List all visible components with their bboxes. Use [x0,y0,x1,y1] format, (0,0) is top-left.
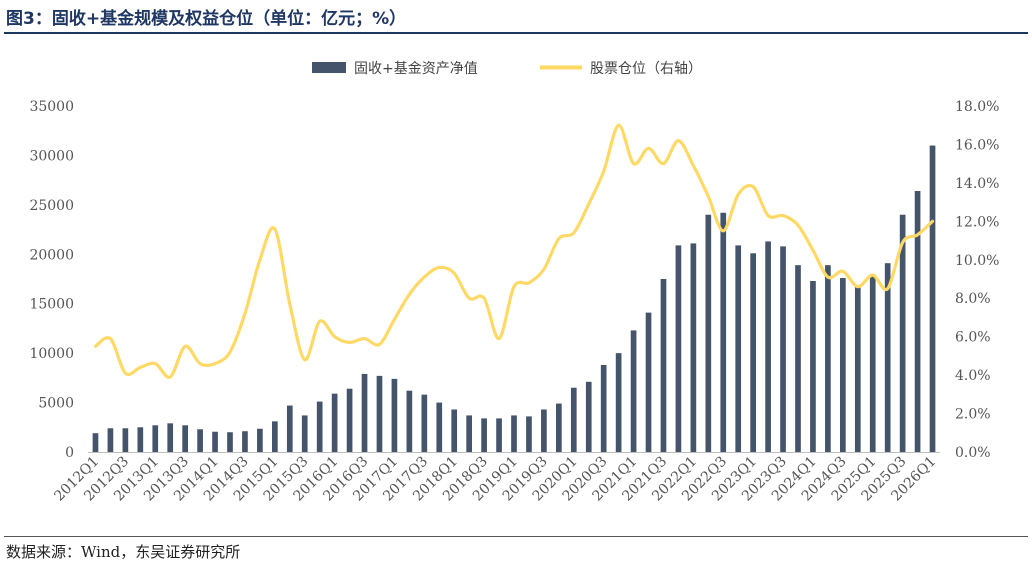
source-note: 数据来源：Wind，东吴证券研究所 [6,543,241,561]
bar [242,431,248,452]
legend-label-line: 股票仓位（右轴） [590,61,702,77]
bar [765,241,771,452]
bar [511,415,517,452]
bar [840,278,846,452]
bar [570,387,577,452]
bar [137,427,144,452]
y-right-tick-label: 8.0% [955,291,991,307]
bar [600,365,607,452]
bar [167,423,174,452]
line-series [93,123,935,379]
bar [272,421,278,452]
y-right-tick-label: 16.0% [955,137,999,153]
legend-label-bar: 固收+基金资产净值 [354,60,478,77]
bar [526,416,532,452]
bar [660,279,667,452]
bar [825,265,831,452]
bar [212,431,218,452]
bar [122,428,129,452]
legend-swatch-bar [312,62,346,73]
bar [720,212,727,452]
y-right-tick-label: 6.0% [955,330,991,346]
bar [795,265,801,452]
bar [406,390,413,452]
bar [556,403,562,452]
bar [585,381,592,452]
bar [286,405,293,452]
chart: 固收+基金资产净值 股票仓位（右轴） 0 5000 10000 15000 20000 25… [29,60,999,504]
y-right-tick-label: 2.0% [955,407,991,423]
figure-title: 图3：固收+基金规模及权益仓位（单位：亿元；%） [6,9,407,29]
y-left-tick-label: 30000 [29,148,74,164]
bar [854,286,861,452]
y-axis-left: 0 5000 10000 15000 20000 25000 30000 35000 [29,99,74,461]
bar [361,373,368,452]
bar [436,402,443,452]
bar [92,433,99,452]
bar [376,375,383,452]
y-right-tick-label: 18.0% [955,99,999,115]
bar [780,246,786,452]
bar [929,145,936,453]
bar [735,245,742,452]
y-left-tick-label: 0 [65,445,74,461]
bar [750,253,756,452]
bar [301,415,308,452]
bar [810,280,816,452]
y-left-tick-label: 35000 [29,99,74,115]
bar [630,330,637,452]
bar [182,425,188,452]
bar [884,263,891,452]
bar [541,409,547,452]
bar [869,275,876,452]
bar [705,214,712,452]
y-left-tick-label: 10000 [29,346,74,362]
y-axis-right: 0.0% 2.0% 4.0% 6.0% 8.0% 10.0% 12.0% 14.0% 16.0%… [955,99,999,461]
bar [466,415,472,452]
source-rule [4,536,1028,537]
legend: 固收+基金资产净值 股票仓位（右轴） [312,60,702,77]
y-right-tick-label: 14.0% [955,176,999,192]
y-left-tick-label: 15000 [29,297,74,313]
y-left-tick-label: 20000 [29,247,74,263]
line-path [93,123,935,379]
bar [227,432,233,452]
bar [346,388,353,452]
bar [496,418,502,452]
bar [645,312,652,452]
y-right-tick-label: 4.0% [955,368,991,384]
bar [675,245,682,452]
bar [107,428,114,452]
bar [690,243,697,452]
bar-series [92,145,936,453]
bar [899,214,906,452]
title-rule [4,32,1028,34]
y-left-tick-label: 5000 [38,396,74,412]
bar [152,425,159,452]
bar [421,394,428,452]
bar [481,418,487,452]
bar [451,409,458,452]
bar [615,353,622,452]
bar [914,191,921,452]
y-left-tick-label: 25000 [29,198,74,214]
y-right-tick-label: 0.0% [955,445,991,461]
bar [331,393,338,452]
bar [316,401,323,452]
bar [391,378,398,452]
y-right-tick-label: 12.0% [955,214,999,230]
bar [257,428,263,452]
y-right-tick-label: 10.0% [955,253,999,269]
x-axis: 2012Q12012Q32013Q12013Q32014Q12014Q32015… [51,452,940,504]
bar [197,429,203,452]
